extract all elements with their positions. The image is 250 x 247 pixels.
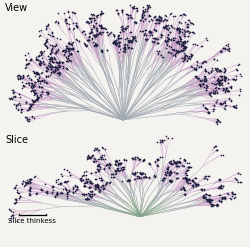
Text: Slice: Slice [5, 135, 28, 144]
Text: Slice thinkess: Slice thinkess [8, 218, 56, 224]
Text: View: View [5, 3, 28, 13]
